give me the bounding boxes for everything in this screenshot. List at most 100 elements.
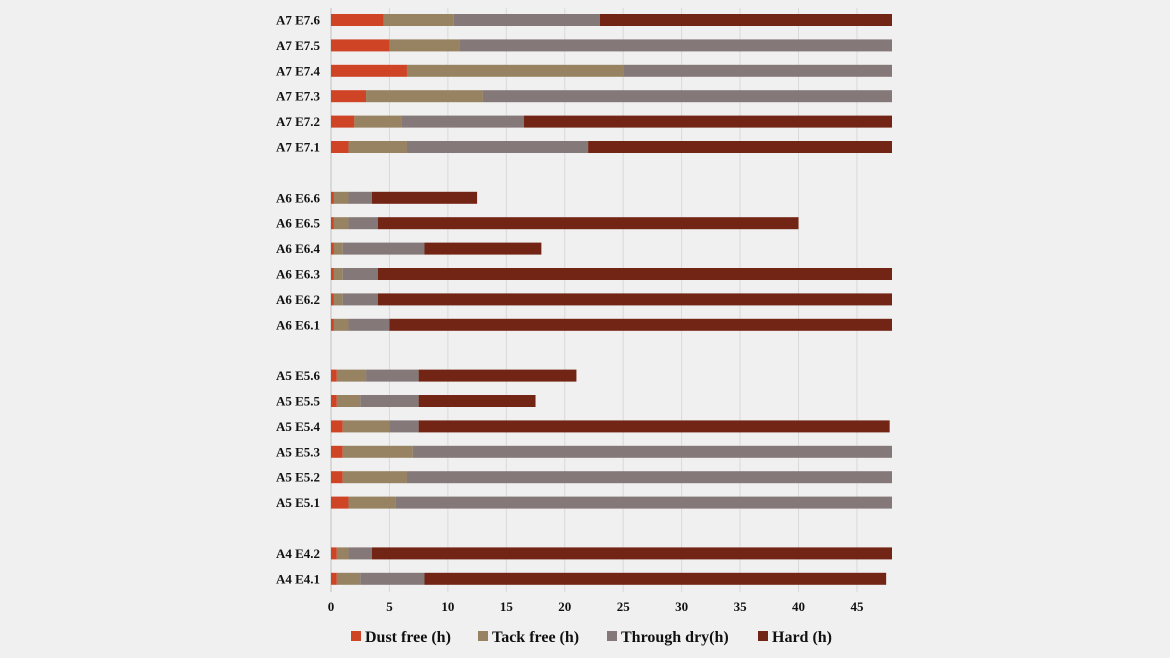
category-label: A7 E7.1 bbox=[276, 140, 320, 155]
bar-segment-through bbox=[360, 395, 419, 407]
bar-segment-through bbox=[348, 217, 378, 230]
category-label: A6 E6.5 bbox=[276, 216, 321, 231]
x-tick-label: 10 bbox=[441, 599, 454, 614]
legend-label: Hard (h) bbox=[772, 629, 832, 646]
category-label: A6 E6.1 bbox=[276, 317, 320, 332]
legend-label: Dust free (h) bbox=[365, 629, 451, 646]
bar-segment-through bbox=[348, 547, 372, 560]
bar-segment-tack bbox=[383, 14, 454, 26]
bar-segment-tack bbox=[333, 191, 349, 204]
category-label: A5 E5.6 bbox=[276, 368, 321, 383]
bar-segment-tack bbox=[333, 268, 343, 280]
bar-segment-hard bbox=[377, 217, 799, 230]
category-label: A7 E7.2 bbox=[276, 114, 320, 129]
bar-segment-dust bbox=[331, 318, 334, 331]
category-label: A6 E6.4 bbox=[276, 241, 321, 256]
bar-segment-dust bbox=[331, 496, 349, 509]
bar-segment-hard bbox=[424, 242, 542, 255]
bar-segment-tack bbox=[333, 242, 343, 255]
bar-segment-through bbox=[482, 90, 892, 103]
bar-segment-dust bbox=[331, 64, 407, 77]
bar-segment-dust bbox=[331, 471, 343, 484]
bar-segment-tack bbox=[336, 395, 361, 407]
bar-segment-through bbox=[453, 14, 600, 26]
bar-segment-tack bbox=[348, 141, 407, 153]
bar-segment-hard bbox=[418, 369, 577, 382]
bar-segment-tack bbox=[336, 572, 361, 585]
category-label: A6 E6.6 bbox=[276, 190, 321, 205]
bar-segment-dust bbox=[331, 369, 337, 382]
x-tick-label: 45 bbox=[850, 599, 864, 614]
legend-swatch bbox=[351, 631, 361, 641]
category-label: A7 E7.3 bbox=[276, 89, 321, 104]
category-label: A5 E5.2 bbox=[276, 470, 320, 485]
bar-segment-through bbox=[395, 496, 892, 509]
x-tick-label: 20 bbox=[558, 599, 571, 614]
bar-segment-hard bbox=[377, 268, 892, 280]
bar-segment-hard bbox=[418, 420, 890, 433]
bar-segment-through bbox=[342, 293, 378, 306]
legend-swatch bbox=[607, 631, 617, 641]
bar-segment-dust bbox=[331, 572, 337, 585]
bar-segment-hard bbox=[418, 395, 536, 407]
bar-segment-tack bbox=[336, 547, 349, 560]
bar-segment-hard bbox=[588, 141, 892, 153]
bar-segment-tack bbox=[342, 471, 407, 484]
legend-swatch bbox=[478, 631, 488, 641]
bar-segment-hard bbox=[523, 115, 892, 128]
bar-segment-through bbox=[401, 115, 524, 128]
bar-segment-hard bbox=[377, 293, 892, 306]
x-tick-label: 0 bbox=[328, 599, 335, 614]
bar-segment-tack bbox=[333, 293, 343, 306]
bar-segment-dust bbox=[331, 141, 349, 153]
bar-segment-tack bbox=[366, 90, 483, 103]
category-label: A4 E4.1 bbox=[276, 571, 320, 586]
legend-label: Through dry(h) bbox=[621, 629, 729, 646]
x-tick-label: 15 bbox=[500, 599, 514, 614]
category-label: A5 E5.3 bbox=[276, 444, 321, 459]
bar-segment-dust bbox=[331, 90, 367, 103]
category-label: A6 E6.2 bbox=[276, 292, 320, 307]
bar-segment-through bbox=[406, 141, 589, 153]
bar-segment-through bbox=[459, 39, 892, 52]
bar-segment-tack bbox=[333, 217, 349, 230]
bar-segment-tack bbox=[333, 318, 349, 331]
bar-segment-through bbox=[360, 572, 425, 585]
bar-segment-through bbox=[342, 268, 378, 280]
x-tick-label: 30 bbox=[675, 599, 688, 614]
bar-segment-dust bbox=[331, 242, 334, 255]
bar-segment-through bbox=[366, 369, 419, 382]
bar-segment-dust bbox=[331, 420, 343, 433]
bar-segment-hard bbox=[371, 547, 892, 560]
bar-segment-tack bbox=[336, 369, 367, 382]
category-label: A5 E5.5 bbox=[276, 394, 321, 409]
x-tick-label: 25 bbox=[617, 599, 631, 614]
legend-swatch bbox=[758, 631, 768, 641]
bar-segment-tack bbox=[348, 496, 396, 509]
bar-segment-through bbox=[348, 191, 372, 204]
bar-segment-dust bbox=[331, 39, 390, 52]
bar-segment-dust bbox=[331, 14, 384, 26]
category-label: A7 E7.5 bbox=[276, 38, 321, 53]
bar-segment-dust bbox=[331, 191, 334, 204]
category-label: A4 E4.2 bbox=[276, 546, 320, 561]
bar-segment-through bbox=[348, 318, 390, 331]
category-label: A6 E6.3 bbox=[276, 267, 321, 282]
bar-segment-tack bbox=[342, 420, 390, 433]
bar-segment-dust bbox=[331, 293, 334, 306]
bar-segment-hard bbox=[599, 14, 892, 26]
x-tick-label: 5 bbox=[386, 599, 393, 614]
bar-segment-hard bbox=[371, 191, 478, 204]
bar-segment-tack bbox=[406, 64, 624, 77]
bar-segment-through bbox=[406, 471, 892, 484]
bar-segment-tack bbox=[389, 39, 460, 52]
x-tick-label: 35 bbox=[734, 599, 748, 614]
bar-segment-dust bbox=[331, 217, 334, 230]
bar-segment-through bbox=[412, 445, 892, 458]
category-label: A5 E5.4 bbox=[276, 419, 321, 434]
bar-segment-tack bbox=[342, 445, 413, 458]
bar-segment-tack bbox=[354, 115, 402, 128]
bar-segment-through bbox=[389, 420, 419, 433]
bar-segment-dust bbox=[331, 115, 355, 128]
